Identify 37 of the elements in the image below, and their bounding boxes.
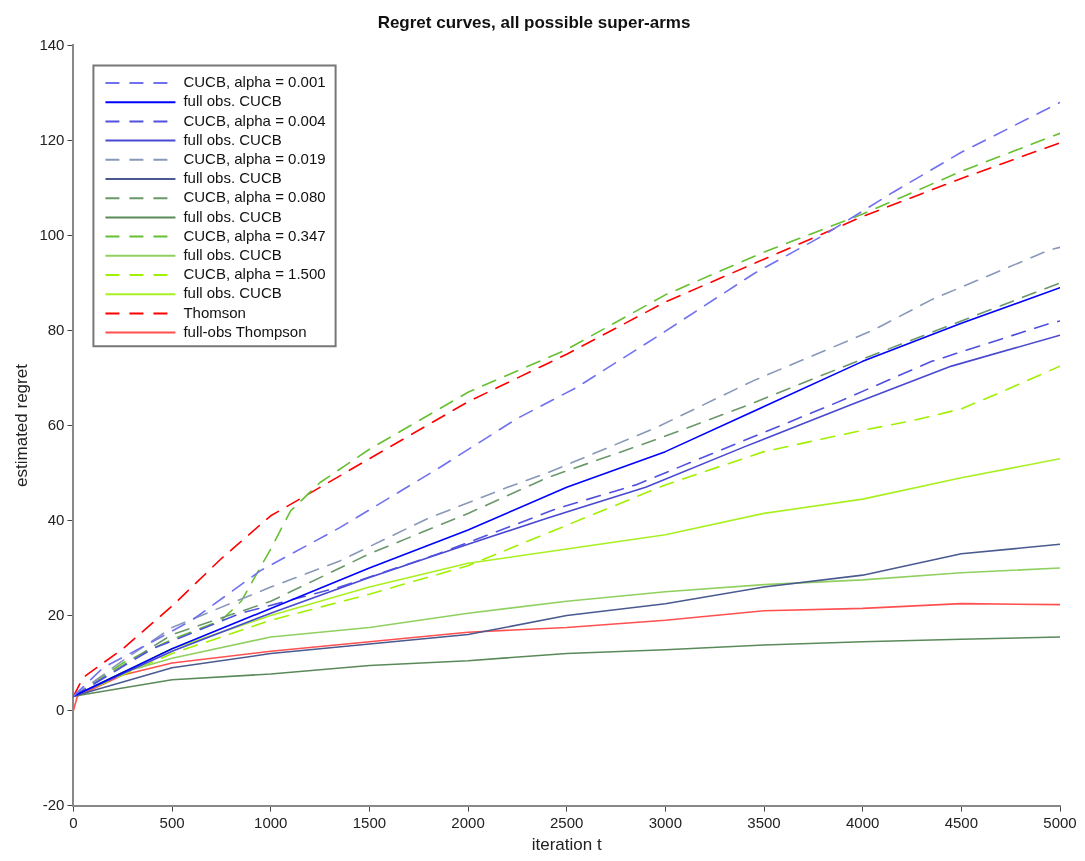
legend-label: CUCB, alpha = 1.500 xyxy=(183,265,326,283)
x-tick-label: 2000 xyxy=(451,813,485,831)
x-axis-title: iteration t xyxy=(531,835,602,855)
y-tick-label: 60 xyxy=(47,415,65,433)
legend-label: full obs. CUCB xyxy=(183,207,282,225)
x-tick-label: 2500 xyxy=(550,813,584,831)
legend-label: full obs. CUCB xyxy=(183,245,282,263)
legend-label: full-obs Thompson xyxy=(183,322,307,340)
legend-label: full obs. CUCB xyxy=(183,169,282,187)
y-tick-label: 120 xyxy=(39,130,65,148)
x-tick-label: 1000 xyxy=(254,813,288,831)
legend-label: Thomson xyxy=(183,303,246,321)
legend-label: full obs. CUCB xyxy=(183,130,282,148)
x-tick-label: 1500 xyxy=(352,813,387,831)
y-tick-label: 0 xyxy=(56,700,65,718)
x-tick-label: 0 xyxy=(69,813,78,831)
y-tick-label: 80 xyxy=(47,320,65,338)
y-tick-label: 20 xyxy=(47,605,65,623)
legend-label: full obs. CUCB xyxy=(183,284,282,302)
y-tick-label: -20 xyxy=(42,795,65,813)
legend-label: CUCB, alpha = 0.004 xyxy=(183,111,326,129)
x-tick-label: 4500 xyxy=(944,813,979,831)
legend-label: CUCB, alpha = 0.080 xyxy=(183,188,326,206)
legend-label: CUCB, alpha = 0.019 xyxy=(183,149,326,167)
chart-title: Regret curves, all possible super-arms xyxy=(377,12,691,32)
x-tick-label: 500 xyxy=(159,813,185,831)
x-tick-label: 5000 xyxy=(1043,813,1077,831)
y-tick-label: 140 xyxy=(39,35,65,53)
y-axis-title: estimated regret xyxy=(11,363,31,487)
legend-label: CUCB, alpha = 0.347 xyxy=(183,226,326,244)
y-tick-label: 40 xyxy=(47,510,65,528)
y-tick-label: 100 xyxy=(39,225,65,243)
legend-label: CUCB, alpha = 0.001 xyxy=(183,73,326,91)
x-tick-label: 4000 xyxy=(846,813,880,831)
legend-label: full obs. CUCB xyxy=(183,92,282,110)
x-tick-label: 3000 xyxy=(648,813,683,831)
x-tick-label: 3500 xyxy=(747,813,781,831)
